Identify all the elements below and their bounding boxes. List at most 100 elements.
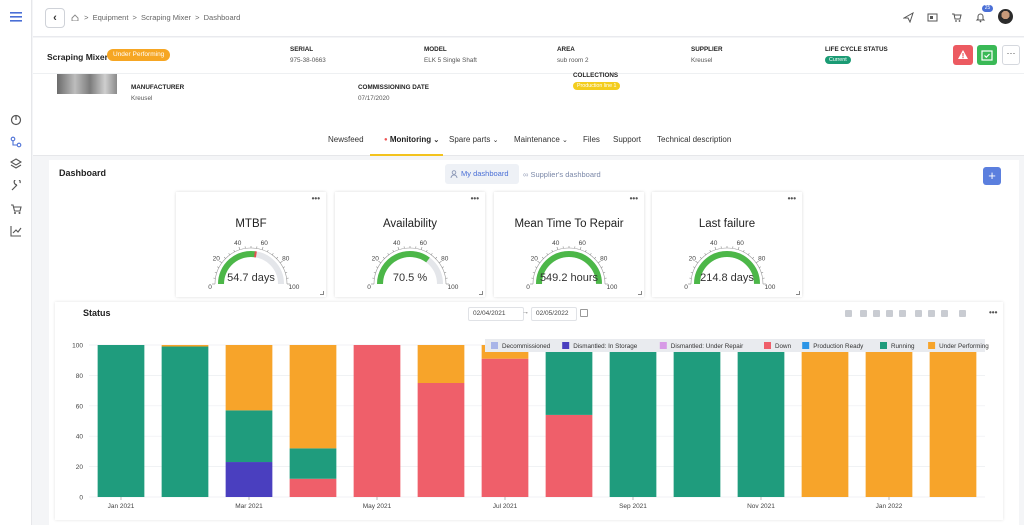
cart-icon[interactable] [951,12,962,23]
y-tick-label: 100 [72,343,83,350]
analytics-icon[interactable] [10,225,22,237]
gauge-tick-label: 40 [234,240,242,247]
bar-segment [225,410,273,463]
more-options-button[interactable]: ⋯ [1002,45,1020,65]
model-value: ELK 5 Single Shaft [424,57,477,64]
zoom-out-icon[interactable] [873,310,880,317]
gauge-tick-label: 60 [261,240,269,247]
tab-spare-parts[interactable]: Spare parts ⌄ [449,135,498,144]
top-bar: ‹ > Equipment > Scraping Mixer > Dashboa… [33,0,1024,37]
date-to-input[interactable]: 02/05/2022 [531,307,577,321]
legend-label: Down [775,343,792,350]
gauge-tick-label: 0 [684,284,688,291]
gauge-tick [551,250,553,253]
widget-menu-icon[interactable]: ••• [787,194,796,203]
bar-segment [289,478,337,497]
back-button[interactable]: ‹ [45,8,65,28]
resize-handle[interactable] [796,291,800,295]
supplier-dashboard-tab[interactable]: ∞ Supplier's dashboard [523,170,601,179]
equipment-details: MANUFACTURER Kreusel COMMISSIONING DATE … [33,72,1024,120]
layers-icon[interactable] [10,158,22,170]
date-from-input[interactable]: 02/04/2021 [468,307,524,321]
legend-label: Dismantled: Under Repair [671,343,743,350]
warning-icon [958,50,968,59]
legend-label: Running [891,343,915,350]
lifecycle-badge: Current [825,56,851,64]
bar-segment [225,462,273,497]
gauge-tick [378,260,382,264]
gauge-tick [743,250,745,253]
tab-support[interactable]: Support [613,135,642,144]
widget-menu-icon[interactable]: ••• [470,194,479,203]
workflow-icon[interactable] [10,136,22,148]
gauge-scale [373,247,447,285]
widget-menu-icon[interactable]: ••• [989,308,998,317]
cart-icon[interactable] [10,203,22,215]
add-widget-button[interactable]: + [983,167,1001,185]
menu-icon[interactable] [10,12,22,22]
supplier-label: SUPPLIER [691,46,723,53]
gauge-tick [755,260,759,264]
x-tick-label: Mar 2021 [235,503,263,510]
gauge-tick [276,256,279,259]
calendar-icon[interactable] [580,309,588,317]
refresh-icon[interactable] [959,310,966,317]
resize-handle[interactable] [320,291,324,295]
breadcrumb-equipment[interactable]: Equipment [92,13,129,22]
status-title: Status [83,308,111,318]
active-dot-icon: ● [384,137,388,143]
bell-icon[interactable] [975,12,986,23]
gauge-tick [228,253,231,256]
gauge-tick [761,271,764,274]
id-card-icon[interactable] [927,12,938,23]
gauge-tick [579,246,582,250]
gauge-tick [589,253,592,256]
legend-label: Decommissioned [502,343,551,350]
tab-monitoring[interactable]: ● Monitoring ⌄ [384,135,439,144]
calendar-check-icon [981,50,993,61]
breadcrumb-scraping-mixer[interactable]: Scraping Mixer [141,13,192,22]
gauge-value: 214.8 days [700,272,754,284]
gauge-tick-label: 0 [367,284,371,291]
gauge-tick-label: 20 [372,256,380,263]
hover-closest-icon[interactable] [928,310,935,317]
gauge-tick [435,256,438,259]
lifecycle-label: LIFE CYCLE STATUS [825,46,888,53]
tab-newsfeed[interactable]: Newsfeed [328,135,364,144]
legend-swatch [880,342,887,349]
avatar[interactable] [998,9,1013,24]
home-icon[interactable] [71,14,79,22]
tab-spare-parts-label: Spare parts [449,135,491,144]
hover-compare-icon[interactable] [941,310,948,317]
gauge-tick [699,256,702,259]
home-icon[interactable] [899,310,906,317]
dashboard-icon[interactable] [10,114,22,126]
collection-badge[interactable]: Production line 1 [573,82,621,90]
x-tick-label: Jan 2021 [108,503,135,510]
pan-icon[interactable] [845,310,852,317]
gauge-tick [714,246,717,250]
schedule-button[interactable] [977,45,997,65]
gauge-tick-label: 80 [758,256,766,263]
gauge-tick [282,266,285,268]
send-icon[interactable] [903,12,914,23]
gauge-chart: 0 20 40 60 80 100 214.8 days [684,240,776,291]
widget-menu-icon[interactable]: ••• [311,194,320,203]
autoscale-icon[interactable] [886,310,893,317]
alert-button[interactable] [953,45,973,65]
my-dashboard-tab[interactable]: My dashboard [445,164,519,184]
gauge-tick-label: 0 [208,284,212,291]
gauge-chart: 0 20 40 60 80 100 70.5 % [367,240,459,291]
tab-files[interactable]: Files [583,135,600,144]
resize-handle[interactable] [479,291,483,295]
tab-maintenance[interactable]: Maintenance ⌄ [514,135,568,144]
equipment-thumbnail [57,74,117,94]
tab-technical-description[interactable]: Technical description [657,135,732,144]
spike-lines-icon[interactable] [915,310,922,317]
wrench-icon[interactable] [10,180,22,192]
widget-menu-icon[interactable]: ••• [629,194,638,203]
zoom-in-icon[interactable] [860,310,867,317]
gauge-tick [261,246,264,250]
breadcrumb-separator: > [84,13,89,22]
resize-handle[interactable] [638,291,642,295]
